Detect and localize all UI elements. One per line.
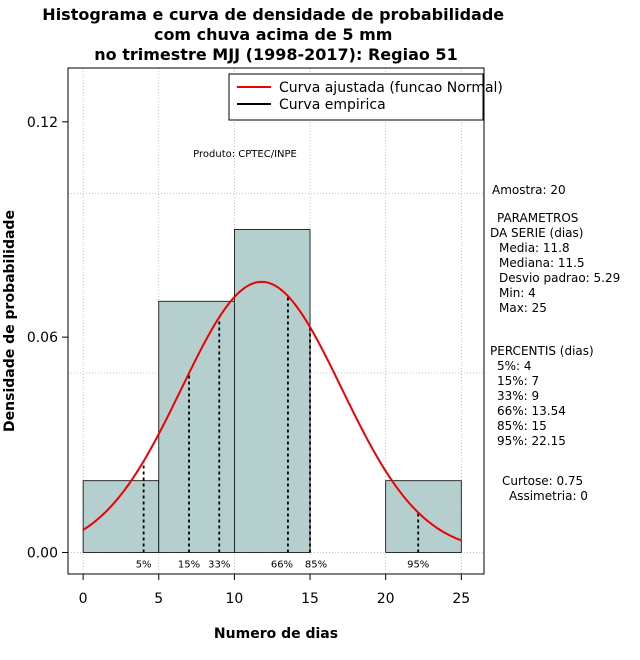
normal-curve-group bbox=[82, 280, 462, 542]
histogram-bar-0 bbox=[82, 480, 160, 553]
product-annotation: Produto: CPTEC/INPE bbox=[193, 149, 297, 160]
percentile-lines bbox=[142, 296, 420, 553]
param-sd: Desvio padrao: 5.29 bbox=[499, 271, 620, 285]
x-tick-label-1: 5 bbox=[154, 591, 163, 607]
chart-title-line-1: Histograma e curva de densidade de proba… bbox=[42, 5, 504, 24]
chart-title-line-2: com chuva acima de 5 mm bbox=[154, 25, 393, 44]
percentile-label-4: 85% bbox=[305, 559, 327, 570]
percentile-15: 15%: 7 bbox=[497, 374, 539, 388]
percentile-5: 5%: 4 bbox=[497, 359, 532, 373]
histogram-bars bbox=[82, 229, 462, 553]
percentile-label-5: 95% bbox=[407, 559, 429, 570]
side-panel: Amostra: 20 PARAMETROS DA SERIE (dias) M… bbox=[490, 183, 624, 503]
x-tick-label-3: 15 bbox=[301, 591, 319, 607]
series-parameters: PARAMETROS DA SERIE (dias) Media: 11.8 M… bbox=[490, 211, 624, 315]
y-axis-title: Densidade de probabilidade bbox=[2, 210, 18, 432]
percentile-label-1: 15% bbox=[178, 559, 200, 570]
percentile-66: 66%: 13.54 bbox=[497, 404, 566, 418]
percentile-85: 85%: 15 bbox=[497, 419, 547, 433]
x-tick-label-4: 20 bbox=[377, 591, 395, 607]
legend-label-fitted: Curva ajustada (funcao Normal) bbox=[279, 80, 503, 96]
x-tick-label-0: 0 bbox=[79, 591, 88, 607]
x-axis-title: Numero de dias bbox=[214, 626, 338, 642]
legend-label-empirical: Curva empirica bbox=[279, 97, 386, 113]
sample-size: Amostra: 20 bbox=[492, 183, 566, 197]
y-tick-label-2: 0.12 bbox=[27, 115, 58, 131]
y-axis: 0.00 0.06 0.12 bbox=[27, 115, 68, 561]
kurtosis: Curtose: 0.75 bbox=[502, 474, 583, 488]
y-tick-label-1: 0.06 bbox=[27, 330, 58, 346]
param-max: Max: 25 bbox=[499, 301, 547, 315]
param-min: Min: 4 bbox=[499, 286, 536, 300]
chart-title: Histograma e curva de densidade de proba… bbox=[42, 5, 509, 64]
parameters-heading-2: DA SERIE (dias) bbox=[490, 226, 583, 240]
percentile-labels: 5% 15% 33% 66% 85% 95% bbox=[136, 559, 430, 570]
y-tick-label-0: 0.00 bbox=[27, 545, 58, 561]
percentile-95: 95%: 22.15 bbox=[497, 434, 566, 448]
param-mean: Media: 11.8 bbox=[499, 241, 570, 255]
percentile-label-0: 5% bbox=[136, 559, 152, 570]
legend-box bbox=[228, 73, 484, 121]
histogram-bar-2 bbox=[233, 229, 311, 553]
percentile-33: 33%: 9 bbox=[497, 389, 539, 403]
percentiles-heading: PERCENTIS (dias) bbox=[490, 344, 594, 358]
parameters-heading: PARAMETROS bbox=[497, 211, 578, 225]
chart-title-line-3: no trimestre MJJ (1998-2017): Regiao 51 bbox=[94, 45, 457, 64]
percentile-label-2: 33% bbox=[208, 559, 230, 570]
normal-curve bbox=[82, 280, 462, 542]
percentile-label-3: 66% bbox=[271, 559, 293, 570]
x-tick-label-5: 25 bbox=[452, 591, 470, 607]
x-axis: 0 5 10 15 20 25 bbox=[79, 573, 470, 607]
x-tick-label-2: 10 bbox=[225, 591, 243, 607]
skewness: Assimetria: 0 bbox=[509, 489, 588, 503]
param-median: Mediana: 11.5 bbox=[499, 256, 585, 270]
percentiles-panel: PERCENTIS (dias) 5%: 4 15%: 7 33%: 9 66%… bbox=[490, 344, 598, 448]
histogram-bar-4 bbox=[385, 480, 462, 553]
histogram-bar-1 bbox=[158, 300, 235, 553]
legend: Curva ajustada (funcao Normal) Curva emp… bbox=[228, 73, 503, 121]
